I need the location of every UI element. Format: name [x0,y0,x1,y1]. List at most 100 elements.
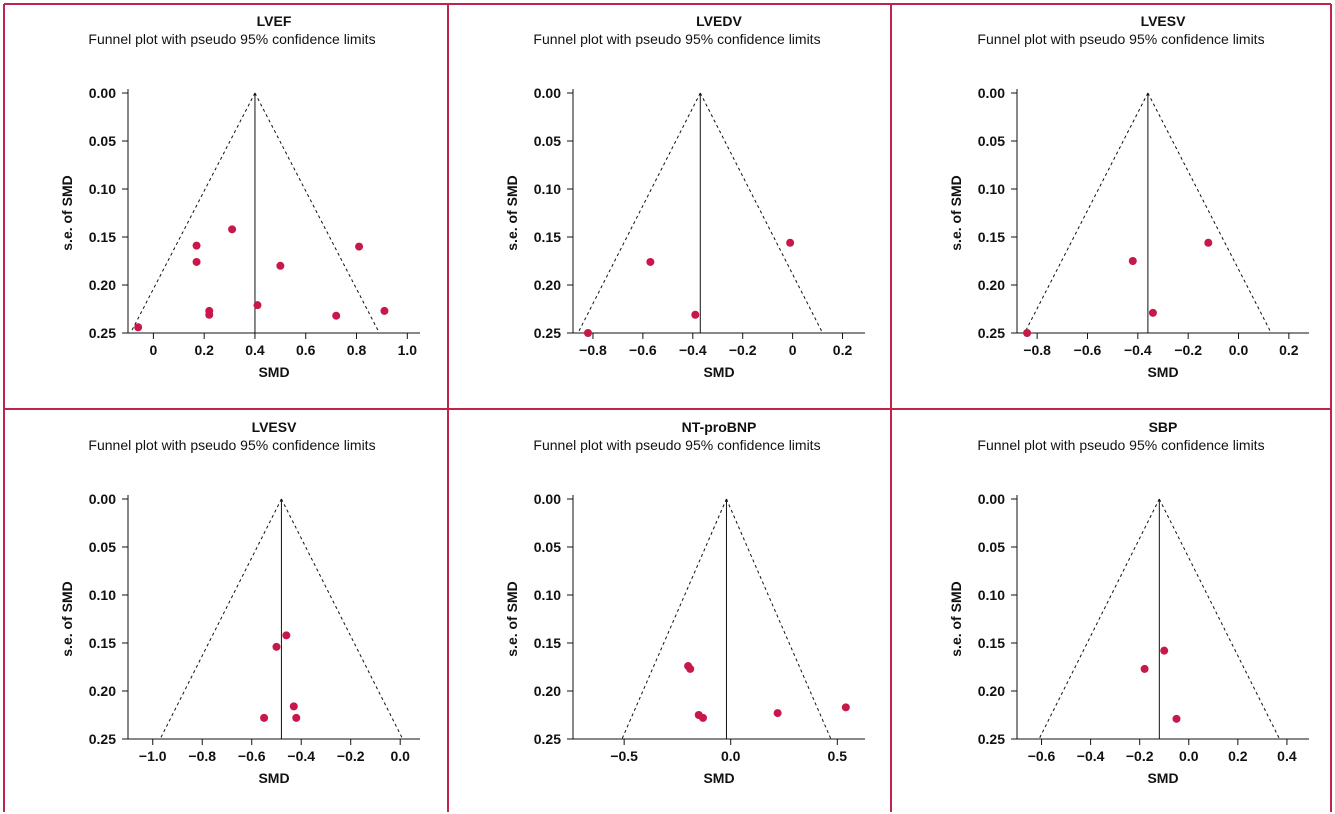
funnel-left-limit [130,92,256,334]
x-tick-label: 0.4 [245,342,265,358]
study-point [253,301,262,310]
y-tick-label: 0.20 [534,683,561,699]
x-tick-label: 0.4 [1277,748,1297,764]
y-tick-label: 0.05 [978,133,1005,149]
study-point [1140,664,1149,673]
study-point [355,242,364,251]
x-tick-label: −0.2 [337,748,365,764]
y-tick-label: 0.25 [534,325,561,341]
y-tick-label: 0.15 [978,229,1005,245]
x-axis-title: SMD [703,364,734,380]
x-tick-label: 0.2 [1279,342,1299,358]
y-axis-title: s.e. of SMD [504,581,520,656]
x-tick-label: 0 [789,342,797,358]
x-tick-label: −1.0 [139,748,167,764]
x-tick-label: 0.0 [721,748,741,764]
funnel-left-limit [1024,92,1149,334]
x-axis-title: SMD [258,364,289,380]
x-tick-label: 0.5 [828,748,848,764]
y-tick-label: 0.15 [534,635,561,651]
panel-title: NT-proBNP [682,419,757,435]
panel-6: SBP Funnel plot with pseudo 95% confidenc… [948,419,1309,786]
y-tick-label: 0.15 [534,229,561,245]
study-point [332,311,341,320]
panel-title: LVEDV [696,13,742,29]
y-tick-label: 0.25 [89,731,116,747]
funnel-right-limit [280,498,404,740]
study-point [292,713,301,722]
x-tick-label: −0.6 [629,342,657,358]
x-tick-label: 0 [149,342,157,358]
y-tick-label: 0.10 [978,587,1005,603]
panel-title: SBP [1149,419,1178,435]
x-tick-label: −0.4 [1077,748,1105,764]
y-axis-title: s.e. of SMD [504,175,520,250]
x-tick-label: −0.4 [679,342,707,358]
study-point [289,702,298,711]
x-tick-label: 1.0 [398,342,418,358]
y-axis-title: s.e. of SMD [59,581,75,656]
x-tick-label: −0.4 [1124,342,1152,358]
funnel-right-limit [699,92,824,334]
study-point [192,241,201,250]
y-tick-label: 0.20 [978,277,1005,293]
study-point [282,631,291,640]
x-axis-title: SMD [258,770,289,786]
x-tick-label: −0.8 [579,342,607,358]
funnel-left-limit [577,92,701,334]
funnel-left-limit [159,498,282,740]
study-point [228,225,237,234]
x-tick-label: 0.0 [1179,748,1199,764]
study-point [1128,257,1137,265]
y-tick-label: 0.05 [978,539,1005,555]
x-tick-label: −0.6 [1028,748,1056,764]
x-axis-title: SMD [1147,364,1178,380]
study-point [583,329,592,337]
y-tick-label: 0.00 [89,85,116,101]
panel-subtitle: Funnel plot with pseudo 95% confidence l… [977,31,1264,47]
study-point [841,703,850,712]
study-point [686,664,695,673]
study-point [1204,238,1213,247]
y-tick-label: 0.05 [89,133,116,149]
study-point [1023,329,1032,337]
study-point [272,642,281,651]
y-axis-title: s.e. of SMD [948,175,964,250]
study-point [1148,308,1157,317]
x-tick-label: −0.8 [188,748,216,764]
x-tick-label: −0.2 [1126,748,1154,764]
y-axis-title: s.e. of SMD [948,581,964,656]
study-point [773,709,782,718]
funnel-right-limit [1158,498,1281,740]
x-tick-label: −0.6 [238,748,266,764]
x-axis-title: SMD [1147,770,1178,786]
study-point [1172,714,1181,723]
y-tick-label: 0.05 [89,539,116,555]
x-tick-label: −0.2 [1174,342,1202,358]
study-point [699,713,708,722]
panel-5: NT-proBNP Funnel plot with pseudo 95% con… [504,419,865,786]
panel-3: LVESV Funnel plot with pseudo 95% confide… [948,13,1309,380]
study-point [205,310,214,319]
study-point [786,238,795,247]
panel-4: LVESV Funnel plot with pseudo 95% confide… [59,419,420,786]
panel-subtitle: Funnel plot with pseudo 95% confidence l… [977,437,1264,453]
y-tick-label: 0.10 [534,587,561,603]
y-tick-label: 0.00 [89,491,116,507]
study-point [1160,646,1169,655]
y-tick-label: 0.15 [89,229,116,245]
y-tick-label: 0.00 [978,85,1005,101]
y-tick-label: 0.25 [978,731,1005,747]
study-point [691,310,700,319]
x-tick-label: 0.8 [347,342,367,358]
y-tick-label: 0.20 [978,683,1005,699]
y-tick-label: 0.00 [534,85,561,101]
y-tick-label: 0.25 [978,325,1005,341]
y-tick-label: 0.15 [89,635,116,651]
funnel-right-limit [1147,92,1272,334]
y-tick-label: 0.05 [534,539,561,555]
funnel-left-limit [1038,498,1160,740]
x-tick-label: 0.0 [390,748,410,764]
y-tick-label: 0.25 [89,325,116,341]
